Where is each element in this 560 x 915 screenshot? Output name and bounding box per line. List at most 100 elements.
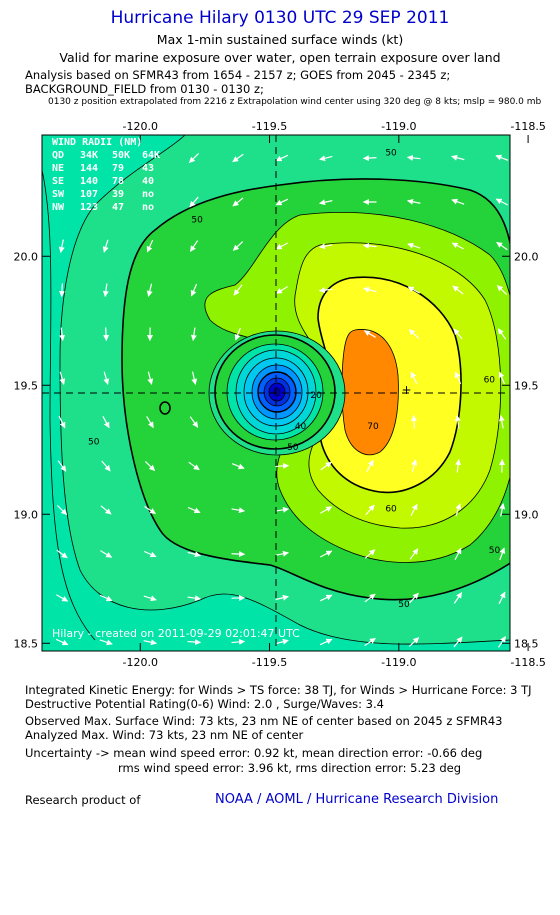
- wind-radii-cell: no: [142, 202, 154, 213]
- wind-vector-arrow: [189, 416, 199, 428]
- wind-field-plot: + 50 50 50 50 50 50 60 60 70 40 20 -120.0 -120.0 -11…: [14, 120, 546, 669]
- wind-vector-arrow: [187, 506, 201, 514]
- wind-vector-arrow: [410, 414, 417, 429]
- wind-vector-arrow: [366, 459, 374, 472]
- analyzed-max-wind: Analyzed Max. Wind: 73 kts, 23 nm NE of …: [25, 728, 304, 742]
- wind-vector-arrow: [275, 198, 289, 206]
- wind-vector-arrow: [100, 550, 113, 558]
- wind-vector-arrow: [406, 154, 421, 161]
- position-note: 0130 z position extrapolated from 2216 z…: [48, 97, 542, 107]
- x-tick-label-bottom: -119.5: [252, 656, 287, 669]
- wind-vector-arrow: [275, 462, 290, 469]
- wind-radii-title: WIND RADII (NM): [52, 137, 142, 148]
- wind-vector-arrow: [362, 242, 377, 249]
- wind-vector-arrow: [498, 636, 506, 648]
- wind-vector-arrow: [320, 506, 333, 514]
- wind-vector-arrow: [363, 286, 377, 293]
- validity-note: Valid for marine exposure over water, op…: [59, 50, 501, 65]
- ike-text: Integrated Kinetic Energy: for Winds > T…: [25, 683, 532, 697]
- wind-vector-arrow: [454, 371, 462, 385]
- contour-label: 50: [398, 600, 410, 610]
- wind-vector-arrow: [187, 595, 202, 602]
- wind-vector-arrow: [407, 242, 421, 249]
- wind-vector-arrow: [57, 460, 67, 472]
- wind-vector-arrow: [275, 242, 289, 250]
- wind-vector-arrow: [454, 414, 461, 429]
- contour-label: 50: [191, 216, 203, 226]
- wind-vector-arrow: [58, 239, 65, 253]
- wind-vector-arrow: [59, 371, 66, 385]
- contour-label: 60: [385, 505, 397, 515]
- research-product-label: Research product of: [25, 793, 141, 807]
- wind-radii-cell: 140: [80, 176, 98, 187]
- wind-radii-header-cell: QD: [52, 150, 64, 161]
- noaa-link[interactable]: NOAA / AOML / Hurricane Research Divisio…: [215, 792, 499, 807]
- wind-vector-arrow: [319, 199, 333, 206]
- wind-vector-arrow: [498, 371, 506, 385]
- y-tick-label-right: 18.5: [514, 637, 539, 650]
- wind-vector-arrow: [103, 371, 110, 385]
- wind-radii-cell: SW: [52, 189, 65, 200]
- creation-credit: Hilary - created on 2011-09-29 02:01:47 …: [52, 627, 300, 640]
- x-tick-label-top: -119.0: [381, 120, 416, 133]
- wind-vector-arrow: [189, 240, 199, 252]
- wind-vector-arrow: [275, 638, 289, 645]
- wind-vector-arrow: [231, 463, 245, 470]
- wind-vector-arrow: [453, 328, 463, 340]
- x-tick-label-top: -118.5: [510, 120, 545, 133]
- wind-vector-arrow: [187, 551, 201, 558]
- wind-vector-arrow: [408, 637, 420, 647]
- wind-vector-arrow: [364, 593, 376, 603]
- contour-label: 50: [489, 546, 501, 556]
- wind-vector-arrow: [408, 329, 420, 339]
- contour-labels: 50 50 50 50 50 50 60 60 70 40 20: [88, 149, 500, 611]
- wind-vector-arrow: [99, 639, 113, 646]
- wind-vector-arrow: [275, 154, 289, 162]
- contour-label: 60: [484, 376, 496, 386]
- wind-vector-arrow: [146, 239, 154, 253]
- wind-vector-arrow: [102, 415, 110, 429]
- wind-vector-arrow: [409, 592, 419, 604]
- axis-ticks: -120.0 -120.0 -119.5 -119.5 -119.0 -119.0 -118…: [14, 120, 546, 669]
- wind-vector-arrow: [364, 549, 376, 559]
- y-tick-label-left: 19.5: [14, 379, 39, 392]
- contour-label: 20: [310, 391, 322, 401]
- wind-radii-cell: no: [142, 189, 154, 200]
- y-tick-label-left: 19.0: [14, 508, 39, 521]
- wind-vector-arrow: [275, 506, 290, 513]
- uncertainty-mean: Uncertainty -> mean wind speed error: 0.…: [25, 746, 483, 760]
- wind-vector-arrow: [103, 327, 110, 342]
- wind-vector-arrow: [232, 153, 244, 163]
- wind-vector-arrow: [144, 505, 156, 515]
- wind-vector-arrow: [146, 283, 153, 297]
- wind-vector-arrow: [410, 371, 418, 385]
- wind-vector-arrow: [363, 330, 376, 338]
- wind-vector-arrow: [454, 547, 462, 561]
- x-tick-label-bottom: -118.5: [510, 656, 545, 669]
- wind-vector-arrow: [319, 243, 333, 250]
- wind-vector-arrow: [409, 548, 419, 560]
- wind-vector-arrow: [452, 285, 464, 295]
- wind-vector-arrow: [56, 505, 68, 515]
- observed-max-wind: Observed Max. Surface Wind: 73 kts, 23 n…: [25, 714, 503, 728]
- wind-radii-cell: 79: [112, 163, 124, 174]
- wind-radii-cell: 47: [112, 202, 124, 213]
- wind-vector-arrow: [102, 283, 109, 298]
- chart-title: Hurricane Hilary 0130 UTC 29 SEP 2011: [110, 8, 450, 28]
- wind-vector-arrow: [498, 591, 506, 605]
- wind-vector-arrow: [146, 416, 154, 429]
- contour-label: 40: [295, 422, 307, 432]
- y-tick-label-left: 18.5: [14, 637, 39, 650]
- wind-vector-arrow: [143, 639, 157, 646]
- dpr-text: Destructive Potential Rating(0-6) Wind: …: [25, 697, 384, 711]
- x-tick-label-bottom: -119.0: [381, 656, 416, 669]
- wind-vector-arrow: [59, 327, 66, 342]
- wind-radii-cell: SE: [52, 176, 64, 187]
- wind-vector-arrow: [455, 458, 462, 473]
- wind-vector-arrow: [275, 594, 289, 601]
- wind-vector-arrow: [234, 327, 241, 341]
- background-field: BACKGROUND_FIELD from 0130 - 0130 z;: [25, 82, 264, 96]
- y-tick-label-left: 20.0: [14, 250, 39, 263]
- wind-vector-arrow: [319, 638, 333, 646]
- y-tick-label-right: 19.0: [514, 508, 539, 521]
